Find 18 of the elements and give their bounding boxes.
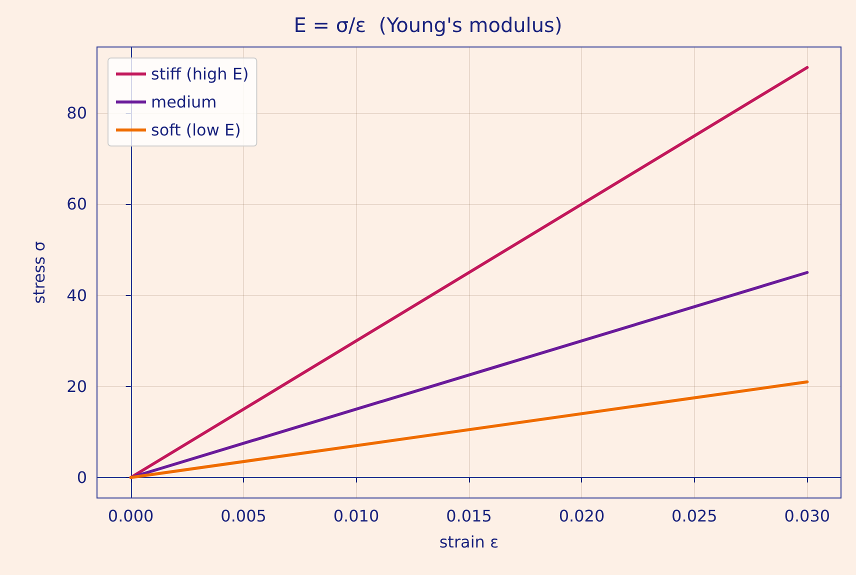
x-tick-label: 0.015 [446,506,492,526]
y-tick-label: 40 [66,286,87,305]
x-tick-label: 0.000 [108,506,154,526]
legend-label: soft (low E) [151,120,241,140]
x-tick-label: 0.010 [333,506,380,526]
y-tick-label: 0 [76,468,87,487]
legend-label: medium [151,92,217,112]
chart-title: E = σ/ε (Young's modulus) [294,13,562,37]
y-tick-label: 60 [66,194,87,214]
y-tick-label: 20 [66,376,87,396]
legend-label: stiff (high E) [151,64,249,84]
y-axis-title: stress σ [30,241,48,304]
x-tick-label: 0.005 [220,506,266,526]
x-tick-label: 0.030 [784,506,830,526]
y-tick-label: 80 [66,104,87,123]
x-tick-label: 0.025 [672,506,718,526]
x-axis-title: strain ε [439,532,499,552]
x-tick-label: 0.020 [558,506,605,526]
